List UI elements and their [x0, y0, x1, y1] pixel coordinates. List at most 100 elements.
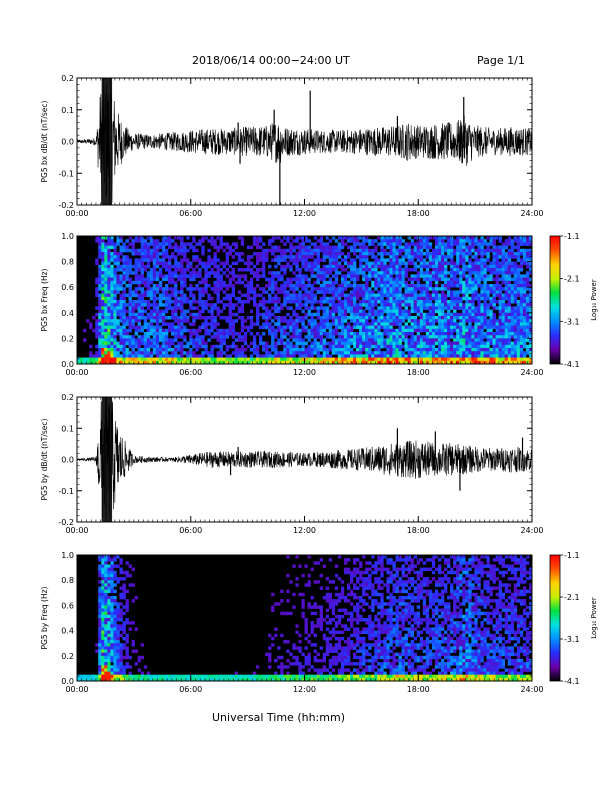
- spectrogram-cell: [474, 258, 478, 262]
- spectrogram-cell: [146, 351, 151, 355]
- spectrogram-cell: [107, 284, 111, 288]
- spectrogram-cell: [413, 328, 418, 333]
- spectrogram-cell: [98, 332, 102, 336]
- spectrogram-cell: [383, 280, 387, 285]
- spectrogram-cell: [431, 332, 436, 336]
- spectrogram-cell: [255, 252, 260, 256]
- spectrogram-cell: [498, 348, 502, 352]
- spectrogram-cell: [252, 351, 257, 355]
- spectrogram-cell: [328, 264, 333, 269]
- spectrogram-cell: [234, 303, 239, 307]
- spectrogram-cell: [149, 280, 154, 285]
- spectrogram-cell: [149, 360, 154, 365]
- spectrogram-cell: [304, 300, 308, 304]
- spectrogram-cell: [95, 239, 99, 243]
- spectrogram-cell: [164, 306, 169, 310]
- spectrogram-cell: [301, 274, 305, 278]
- spectrogram-cell: [271, 290, 275, 294]
- spectrogram-cell: [328, 271, 333, 275]
- spectrogram-cell: [177, 357, 181, 362]
- spectrogram-cell: [101, 303, 105, 307]
- spectrogram-cell: [310, 271, 314, 275]
- spectrogram-cell: [365, 290, 369, 294]
- spectrogram-cell: [519, 316, 524, 320]
- spectrogram-cell: [110, 335, 114, 339]
- spectrogram-cell: [116, 344, 120, 349]
- spectrogram-cell: [525, 344, 530, 349]
- spectrogram-cell: [474, 332, 478, 336]
- spectrogram-cell: [101, 325, 105, 330]
- spectrogram-cell: [441, 274, 445, 278]
- spectrogram-cell: [356, 255, 360, 259]
- spectrogram-cell: [513, 245, 518, 250]
- spectrogram-cell: [495, 354, 499, 358]
- spectrogram-cell: [419, 319, 424, 323]
- spectrogram-cell: [398, 293, 402, 298]
- spectrogram-cell: [434, 348, 439, 352]
- spectrogram-cell: [437, 312, 442, 317]
- spectrogram-cell: [252, 322, 257, 326]
- spectrogram-cell: [450, 351, 454, 355]
- spectrogram-cell: [101, 277, 105, 282]
- spectrogram-cell: [465, 306, 469, 310]
- spectrogram-cell: [201, 261, 205, 266]
- spectrogram-cell: [237, 280, 242, 285]
- spectrogram-cell: [362, 290, 366, 294]
- spectrogram-cell: [158, 284, 163, 288]
- spectrogram-cell: [246, 255, 251, 259]
- spectrogram-cell: [522, 296, 527, 301]
- spectrogram-cell: [395, 344, 399, 349]
- spectrogram-cell: [152, 268, 157, 272]
- spectrogram-cell: [289, 351, 293, 355]
- spectrogram-cell: [310, 248, 314, 253]
- spectrogram-cell: [268, 239, 272, 243]
- spectrogram-cell: [525, 280, 530, 285]
- spectrogram-cell: [313, 258, 317, 262]
- spectrogram-cell: [489, 296, 493, 301]
- spectrogram-cell: [155, 312, 160, 317]
- spectrogram-cell: [310, 296, 314, 301]
- spectrogram-cell: [92, 354, 96, 358]
- spectrogram-cell: [122, 258, 126, 262]
- spectrogram-cell: [359, 268, 363, 272]
- spectrogram-cell: [447, 338, 451, 342]
- spectrogram-cell: [107, 290, 111, 294]
- spectrogram-cell: [198, 300, 202, 304]
- spectrogram-cell: [140, 296, 145, 301]
- spectrogram-cell: [307, 335, 311, 339]
- spectrogram-cell: [468, 252, 472, 256]
- spectrogram-cell: [289, 300, 293, 304]
- spectrogram-cell: [216, 277, 220, 282]
- spectrogram-cell: [495, 274, 499, 278]
- spectrogram-cell: [525, 242, 530, 246]
- spectrogram-cell: [380, 280, 384, 285]
- spectrogram-cell: [377, 338, 381, 342]
- spectrogram-cell: [486, 351, 490, 355]
- spectrogram-cell: [380, 309, 384, 314]
- spectrogram-cell: [386, 306, 390, 310]
- spectrogram-cell: [356, 248, 360, 253]
- spectrogram-cell: [152, 335, 157, 339]
- spectrogram-cell: [380, 325, 384, 330]
- spectrogram-cell: [462, 287, 466, 291]
- spectrogram-cell: [504, 319, 509, 323]
- spectrogram-cell: [328, 341, 333, 346]
- spectrogram-cell: [441, 312, 445, 317]
- spectrogram-cell: [110, 242, 114, 246]
- spectrogram-cell: [95, 293, 99, 298]
- spectrogram-cell: [255, 271, 260, 275]
- spectrogram-cell: [371, 335, 375, 339]
- spectrogram-cell: [292, 335, 296, 339]
- spectrogram-cell: [428, 264, 433, 269]
- spectrogram-cell: [447, 290, 451, 294]
- spectrogram-cell: [519, 239, 524, 243]
- spectrogram-cell: [407, 236, 411, 240]
- spectrogram-cell: [298, 293, 302, 298]
- spectrogram-cell: [510, 268, 515, 272]
- spectrogram-cell: [507, 348, 512, 352]
- spectrogram-cell: [340, 344, 345, 349]
- spectrogram-cell: [404, 296, 408, 301]
- spectrogram-cell: [310, 328, 314, 333]
- spectrogram-cell: [462, 248, 466, 253]
- spectrogram-cell: [450, 319, 454, 323]
